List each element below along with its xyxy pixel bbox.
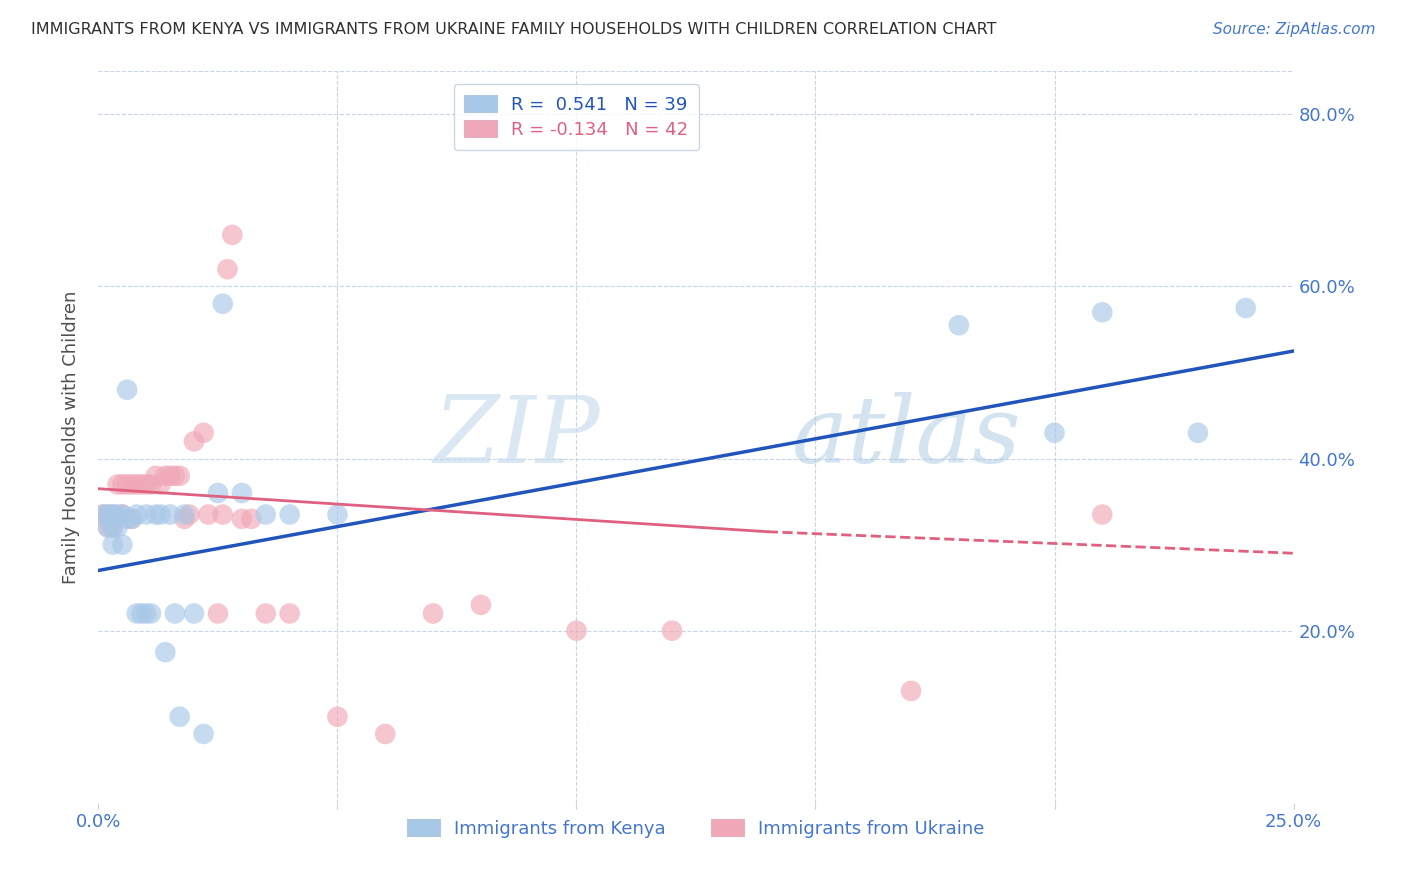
Legend: Immigrants from Kenya, Immigrants from Ukraine: Immigrants from Kenya, Immigrants from U… bbox=[401, 812, 991, 845]
Point bbox=[131, 477, 153, 491]
Point bbox=[278, 508, 301, 522]
Point bbox=[217, 262, 239, 277]
Point bbox=[183, 607, 205, 621]
Point bbox=[1234, 301, 1257, 315]
Point bbox=[900, 684, 922, 698]
Point bbox=[135, 607, 157, 621]
Point bbox=[163, 607, 186, 621]
Point bbox=[470, 598, 492, 612]
Point bbox=[207, 486, 229, 500]
Point bbox=[326, 508, 349, 522]
Point bbox=[155, 645, 177, 659]
Point bbox=[948, 318, 970, 333]
Point bbox=[97, 508, 120, 522]
Point bbox=[1043, 425, 1066, 440]
Point bbox=[254, 508, 277, 522]
Point bbox=[121, 477, 143, 491]
Text: ZIP: ZIP bbox=[433, 392, 600, 482]
Point bbox=[125, 607, 148, 621]
Point bbox=[91, 508, 114, 522]
Point bbox=[111, 538, 134, 552]
Point bbox=[101, 508, 124, 522]
Point bbox=[101, 520, 124, 534]
Point bbox=[115, 512, 138, 526]
Point bbox=[149, 508, 172, 522]
Point bbox=[107, 520, 129, 534]
Point bbox=[163, 468, 186, 483]
Point bbox=[107, 477, 129, 491]
Point bbox=[193, 425, 215, 440]
Point bbox=[565, 624, 588, 638]
Point bbox=[254, 607, 277, 621]
Point bbox=[97, 520, 120, 534]
Point bbox=[179, 508, 201, 522]
Point bbox=[115, 477, 138, 491]
Point bbox=[111, 477, 134, 491]
Point bbox=[1091, 508, 1114, 522]
Point bbox=[374, 727, 396, 741]
Point bbox=[183, 434, 205, 449]
Text: atlas: atlas bbox=[792, 392, 1021, 482]
Point bbox=[169, 468, 191, 483]
Point bbox=[101, 520, 124, 534]
Point bbox=[193, 727, 215, 741]
Point bbox=[221, 227, 243, 242]
Text: Source: ZipAtlas.com: Source: ZipAtlas.com bbox=[1212, 22, 1375, 37]
Point bbox=[155, 468, 177, 483]
Point bbox=[231, 512, 253, 526]
Point bbox=[101, 508, 124, 522]
Point bbox=[422, 607, 444, 621]
Point bbox=[173, 508, 195, 522]
Point bbox=[173, 512, 195, 526]
Point bbox=[159, 468, 181, 483]
Point bbox=[149, 477, 172, 491]
Point bbox=[111, 508, 134, 522]
Text: IMMIGRANTS FROM KENYA VS IMMIGRANTS FROM UKRAINE FAMILY HOUSEHOLDS WITH CHILDREN: IMMIGRANTS FROM KENYA VS IMMIGRANTS FROM… bbox=[31, 22, 997, 37]
Point bbox=[135, 508, 157, 522]
Point bbox=[97, 520, 120, 534]
Point bbox=[97, 508, 120, 522]
Point bbox=[115, 383, 138, 397]
Point bbox=[326, 710, 349, 724]
Point bbox=[135, 477, 157, 491]
Point bbox=[159, 508, 181, 522]
Point bbox=[145, 508, 167, 522]
Point bbox=[125, 477, 148, 491]
Point bbox=[121, 512, 143, 526]
Point bbox=[107, 508, 129, 522]
Point bbox=[125, 508, 148, 522]
Point bbox=[231, 486, 253, 500]
Point bbox=[197, 508, 219, 522]
Point bbox=[661, 624, 683, 638]
Point bbox=[278, 607, 301, 621]
Point bbox=[139, 477, 162, 491]
Point bbox=[131, 607, 153, 621]
Point bbox=[1091, 305, 1114, 319]
Point bbox=[207, 607, 229, 621]
Point bbox=[211, 296, 233, 310]
Point bbox=[91, 508, 114, 522]
Point bbox=[169, 710, 191, 724]
Point bbox=[121, 512, 143, 526]
Point bbox=[1187, 425, 1209, 440]
Point bbox=[240, 512, 263, 526]
Point bbox=[139, 607, 162, 621]
Point bbox=[145, 468, 167, 483]
Y-axis label: Family Households with Children: Family Households with Children bbox=[62, 291, 80, 583]
Point bbox=[211, 508, 233, 522]
Point bbox=[111, 508, 134, 522]
Point bbox=[101, 538, 124, 552]
